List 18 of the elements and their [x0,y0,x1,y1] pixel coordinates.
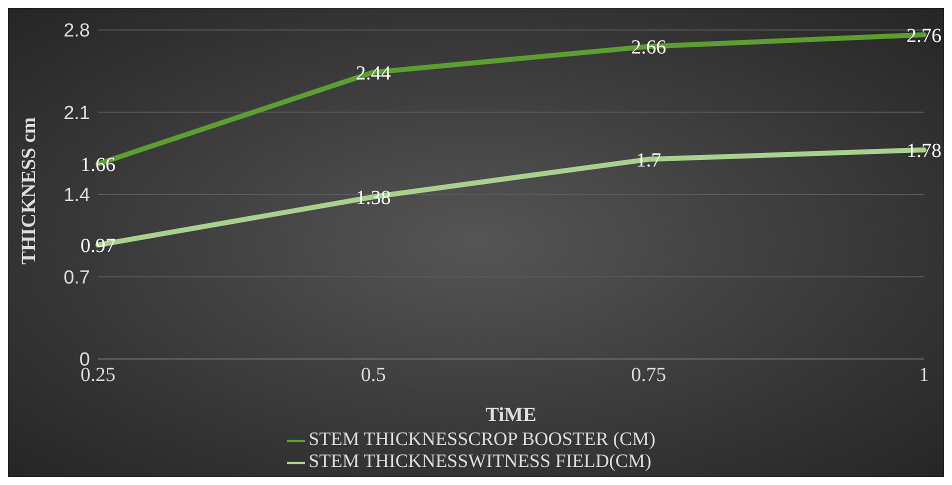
x-tick-label: 1 [919,364,929,386]
legend-label: STEM THICKNESSCROP BOOSTER (CM) [308,429,656,450]
data-label: 2.66 [631,36,666,59]
y-axis-title: THICKNESS cm [18,116,40,264]
data-label: 0.97 [80,235,116,258]
data-label: 1.7 [636,149,662,172]
legend-label: STEM THICKNESSWITNESS FIELD(CM) [308,451,652,472]
data-label: 1.66 [80,154,116,176]
x-tick-label: 0.75 [631,364,666,386]
data-label: 2.76 [906,24,942,47]
y-tick-label: 2.1 [64,102,90,124]
data-label: 1.78 [906,140,942,162]
data-label: 2.44 [356,62,391,84]
x-tick-label: 0.5 [360,364,386,386]
y-tick-label: 0.7 [64,267,90,288]
y-tick-label: 1.4 [64,185,90,206]
x-axis-title: TiME [486,404,536,426]
y-tick-label: 2.8 [64,20,90,42]
